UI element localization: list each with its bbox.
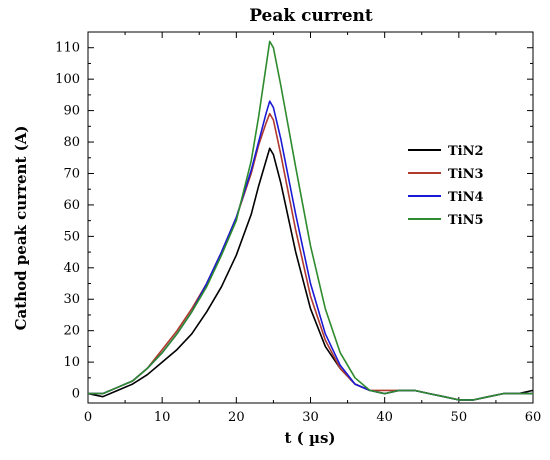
x-tick-label: 60 <box>525 410 542 425</box>
legend: TiN2 TiN3 TiN4 TiN5 <box>408 144 484 228</box>
y-tick-label: 100 <box>55 72 80 87</box>
legend-label-tin2: TiN2 <box>448 144 484 159</box>
series-line-tin2 <box>87 147 534 401</box>
y-tick-label: 50 <box>63 229 80 244</box>
x-tick-label: 30 <box>302 410 319 425</box>
x-tick-label: 20 <box>228 410 245 425</box>
x-tick-label: 10 <box>154 410 171 425</box>
y-tick-label: 0 <box>72 387 80 402</box>
legend-label-tin5: TiN5 <box>448 213 484 228</box>
y-tick-label: 80 <box>63 135 80 150</box>
legend-label-tin4: TiN4 <box>448 190 484 205</box>
y-tick-label: 110 <box>55 41 80 56</box>
x-tick-label: 50 <box>451 410 468 425</box>
series-line-tin5 <box>88 40 533 401</box>
y-tick-label: 10 <box>63 355 80 370</box>
y-tick-label: 20 <box>63 324 80 339</box>
series-lines <box>87 40 534 401</box>
chart-title: Peak current <box>249 6 373 26</box>
y-tick-label: 40 <box>63 261 80 276</box>
y-axis-label: Cathod peak current (A) <box>12 126 30 331</box>
x-tick-label: 40 <box>376 410 393 425</box>
x-axis-label: t ( µs) <box>285 429 336 447</box>
y-tick-label: 60 <box>63 198 80 213</box>
axis-ticks: 0 10 20 30 40 50 60 0 10 20 30 40 50 60 70 80 90 100 110 <box>55 32 541 425</box>
legend-label-tin3: TiN3 <box>448 167 484 182</box>
x-tick-label: 0 <box>84 410 92 425</box>
y-tick-label: 30 <box>63 292 80 307</box>
y-tick-label: 70 <box>63 166 80 181</box>
y-tick-label: 90 <box>63 104 80 119</box>
